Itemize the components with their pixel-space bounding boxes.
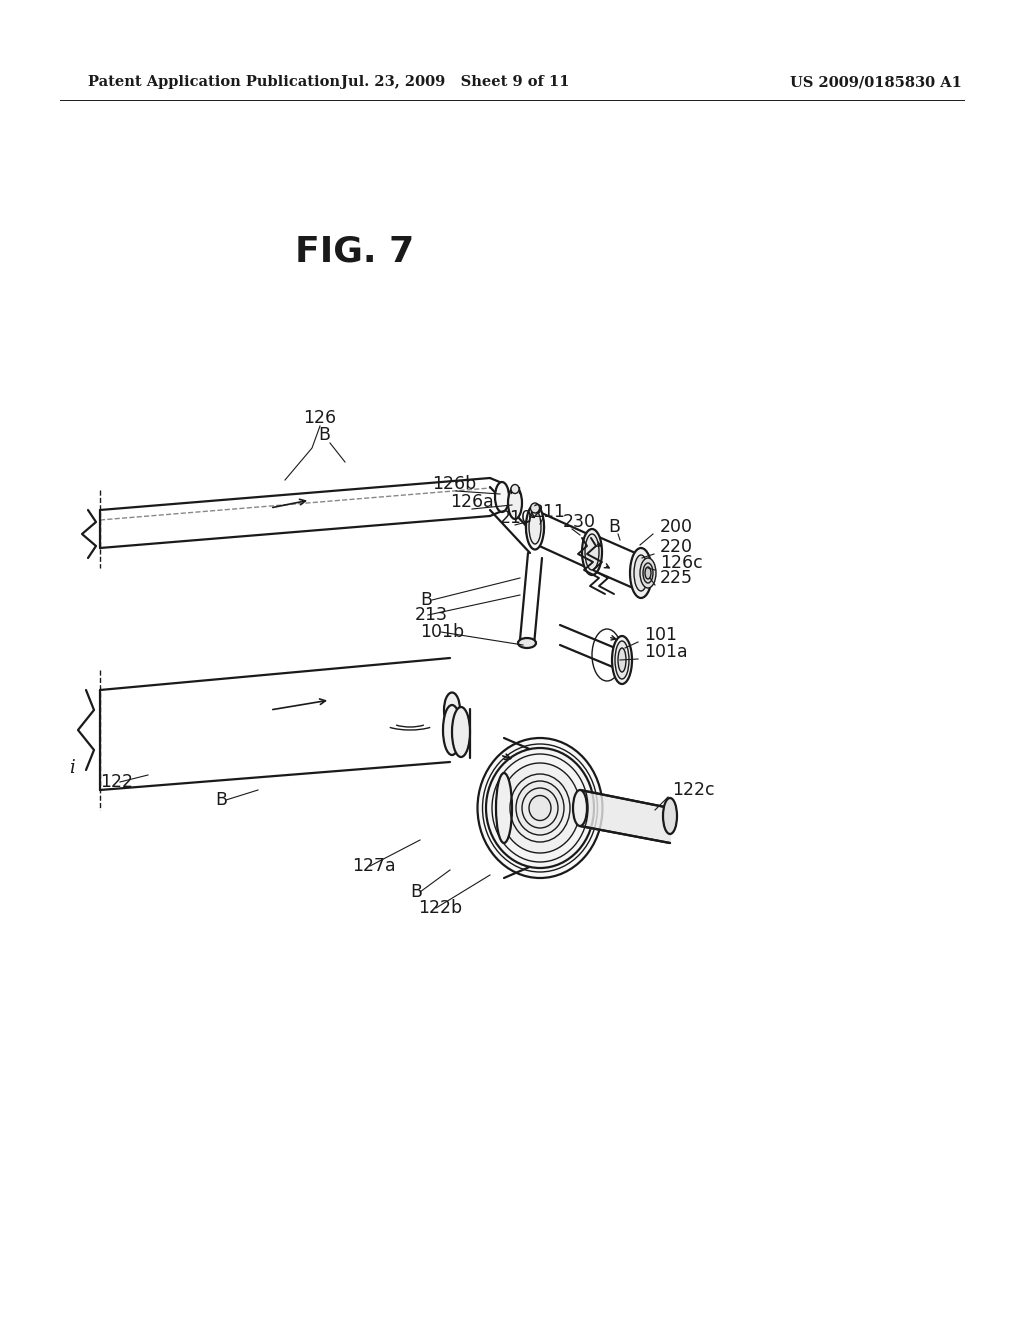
Text: 220: 220 [660, 539, 693, 556]
Text: 230: 230 [563, 513, 596, 531]
Text: i: i [70, 759, 75, 777]
Text: 200: 200 [660, 517, 693, 536]
Text: B: B [318, 426, 330, 444]
Text: 101a: 101a [644, 643, 688, 661]
Ellipse shape [630, 548, 652, 598]
Text: 126: 126 [303, 409, 336, 426]
Text: B: B [608, 517, 620, 536]
Text: 213: 213 [415, 606, 449, 624]
Ellipse shape [511, 484, 519, 494]
Text: 122: 122 [100, 774, 133, 791]
Text: 126c: 126c [660, 554, 702, 572]
Ellipse shape [615, 642, 629, 678]
Text: B: B [410, 883, 422, 902]
Text: Patent Application Publication: Patent Application Publication [88, 75, 340, 88]
Text: 126b: 126b [432, 475, 476, 492]
Ellipse shape [526, 510, 544, 544]
Text: B: B [215, 791, 227, 809]
Ellipse shape [477, 738, 602, 878]
Ellipse shape [516, 781, 564, 836]
Ellipse shape [529, 510, 541, 544]
Ellipse shape [634, 554, 648, 591]
Text: 101b: 101b [420, 623, 464, 642]
Text: 126a: 126a [450, 492, 494, 511]
Text: 225: 225 [660, 569, 693, 587]
Text: 101: 101 [644, 626, 677, 644]
Text: 127a: 127a [352, 857, 395, 875]
Ellipse shape [444, 693, 460, 727]
Ellipse shape [645, 568, 651, 579]
Ellipse shape [640, 558, 656, 587]
Ellipse shape [582, 529, 602, 576]
Ellipse shape [486, 748, 594, 869]
Ellipse shape [529, 796, 551, 821]
Ellipse shape [500, 763, 580, 853]
Text: 210: 210 [500, 510, 534, 527]
Text: Jul. 23, 2009   Sheet 9 of 11: Jul. 23, 2009 Sheet 9 of 11 [341, 75, 569, 88]
Ellipse shape [573, 789, 587, 826]
Text: 122c: 122c [672, 781, 715, 799]
Ellipse shape [530, 503, 540, 513]
Ellipse shape [643, 564, 653, 583]
Ellipse shape [618, 648, 626, 672]
Ellipse shape [496, 774, 512, 843]
Text: B: B [420, 591, 432, 609]
Ellipse shape [518, 638, 536, 648]
Text: 211: 211 [534, 503, 566, 521]
Ellipse shape [508, 487, 522, 519]
Text: 122b: 122b [418, 899, 462, 917]
Ellipse shape [443, 705, 461, 755]
Ellipse shape [452, 708, 470, 756]
Ellipse shape [612, 636, 632, 684]
Text: US 2009/0185830 A1: US 2009/0185830 A1 [790, 75, 962, 88]
Ellipse shape [495, 482, 509, 512]
Ellipse shape [526, 504, 544, 549]
Ellipse shape [585, 535, 599, 570]
Text: FIG. 7: FIG. 7 [295, 235, 415, 269]
Ellipse shape [663, 799, 677, 834]
